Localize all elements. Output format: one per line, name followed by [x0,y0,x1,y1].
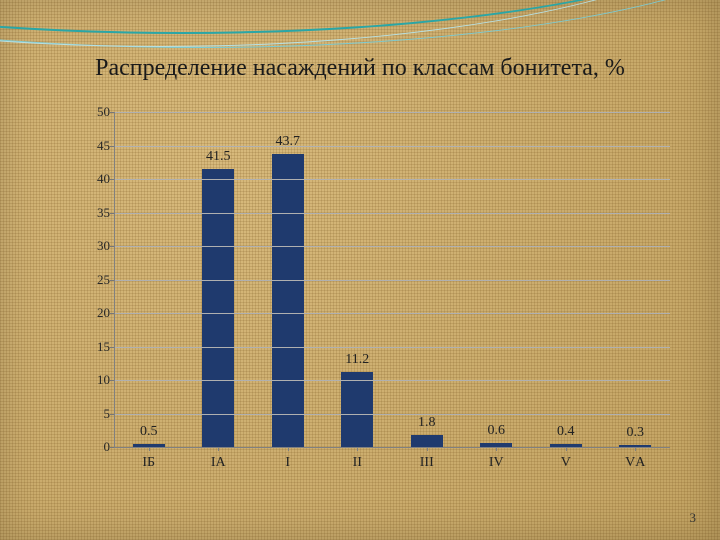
y-tick-label: 0 [80,439,110,455]
decor-curve-2 [0,0,720,48]
bar-value-label: 0.4 [557,424,575,440]
x-category-label: I [285,455,290,471]
slide: Распределение насаждений по классам бони… [0,0,720,540]
y-tick-label: 15 [80,339,110,355]
y-tick-label: 5 [80,406,110,422]
bar-value-label: 0.6 [488,423,506,439]
y-tick-label: 50 [80,104,110,120]
gridline [114,213,670,214]
x-category-label: IV [489,455,504,471]
bar-value-label: 0.3 [627,425,645,441]
bar-value-label: 1.8 [418,415,436,431]
y-tick-label: 20 [80,305,110,321]
y-tick-label: 45 [80,138,110,154]
x-category-label: IА [211,455,226,471]
x-tick-mark [427,447,428,451]
x-tick-mark [149,447,150,451]
x-tick-mark [357,447,358,451]
x-tick-mark [218,447,219,451]
decor-curve-3 [0,0,720,47]
page-number: 3 [690,510,697,526]
bar [202,169,234,447]
y-axis-line [114,112,115,447]
gridline [114,112,670,113]
decor-curve-1 [0,0,720,34]
slide-title: Распределение насаждений по классам бони… [0,55,720,82]
x-category-label: VА [625,455,645,471]
bar-value-label: 11.2 [345,352,369,368]
gridline [114,380,670,381]
gridline [114,447,670,448]
gridline [114,347,670,348]
plot-area: 0.541.543.711.21.80.60.40.3 051015202530… [114,112,670,447]
gridline [114,246,670,247]
x-category-label: III [420,455,434,471]
bar [272,154,304,447]
bar-chart: 0.5 41.5 43.7 11.2 1.8 0.6 0.4 0.3 0 5 10 15 20 25 30… [80,112,670,492]
bar-value-label: 43.7 [276,134,301,150]
x-tick-mark [566,447,567,451]
x-category-label: II [353,455,362,471]
gridline [114,414,670,415]
x-category-label: IБ [142,455,155,471]
x-tick-mark [496,447,497,451]
y-tick-label: 35 [80,205,110,221]
y-tick-label: 25 [80,272,110,288]
x-category-label: V [561,455,571,471]
y-tick-label: 30 [80,238,110,254]
x-tick-mark [635,447,636,451]
gridline [114,280,670,281]
x-tick-mark [288,447,289,451]
bar-value-label: 41.5 [206,149,231,165]
y-tick-label: 10 [80,372,110,388]
bar [411,435,443,447]
gridline [114,146,670,147]
gridline [114,179,670,180]
y-tick-label: 40 [80,171,110,187]
gridline [114,313,670,314]
bar [341,372,373,447]
y-tick-mark [110,447,114,448]
bar-value-label: 0.5 [140,424,158,440]
